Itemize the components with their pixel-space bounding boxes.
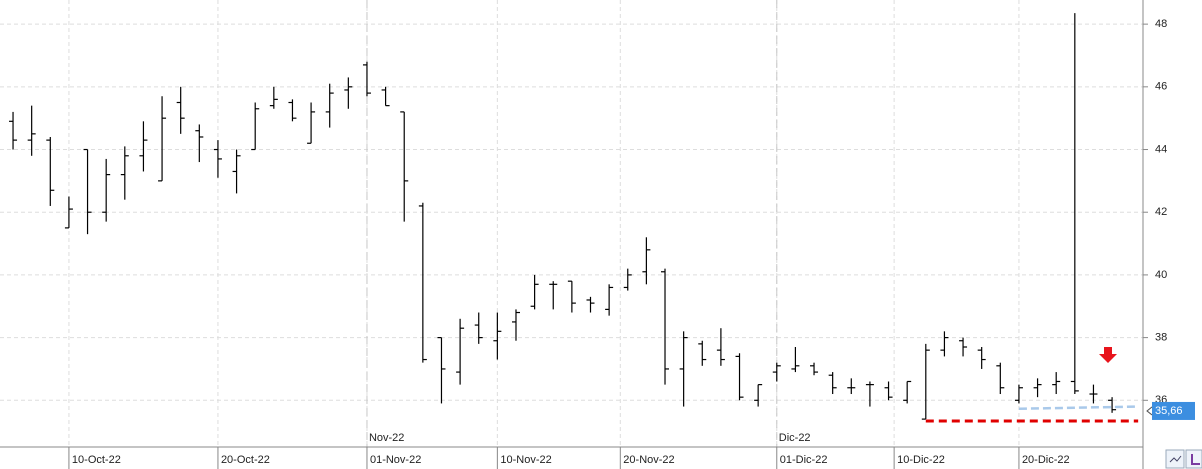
grid bbox=[0, 0, 1143, 447]
x-tick-label: 01-Nov-22 bbox=[370, 454, 421, 466]
y-tick-label: 42 bbox=[1155, 206, 1167, 218]
x-tick-label: 01-Dic-22 bbox=[780, 454, 828, 466]
x-tick-label: 20-Dic-22 bbox=[1022, 454, 1070, 466]
toolbar[interactable] bbox=[1165, 449, 1202, 469]
y-tick-label: 40 bbox=[1155, 269, 1167, 281]
scale-icon bbox=[1191, 454, 1200, 465]
x-tick-label: 20-Nov-22 bbox=[623, 454, 674, 466]
y-tick-label: 46 bbox=[1155, 81, 1167, 93]
x-tick-label: 10-Oct-22 bbox=[72, 454, 121, 466]
y-tick-label: 44 bbox=[1155, 143, 1167, 155]
scale-button[interactable] bbox=[1185, 449, 1202, 469]
month-label: Dic-22 bbox=[779, 432, 811, 444]
bars bbox=[9, 13, 1117, 420]
price-pointer bbox=[1146, 406, 1153, 416]
y-tick-label: 48 bbox=[1155, 18, 1167, 30]
price-label: 35,66 bbox=[1155, 405, 1183, 417]
x-tick-label: 20-Oct-22 bbox=[221, 454, 270, 466]
month-label: Nov-22 bbox=[369, 432, 404, 444]
down-arrow-icon bbox=[1099, 347, 1117, 363]
y-tick-label: 38 bbox=[1155, 332, 1167, 344]
x-tick-label: 10-Nov-22 bbox=[500, 454, 551, 466]
price-label-box bbox=[1152, 401, 1195, 420]
trend-line bbox=[1018, 405, 1139, 411]
zoom-icon bbox=[1169, 455, 1182, 463]
x-tick-label: 10-Dic-22 bbox=[897, 454, 945, 466]
